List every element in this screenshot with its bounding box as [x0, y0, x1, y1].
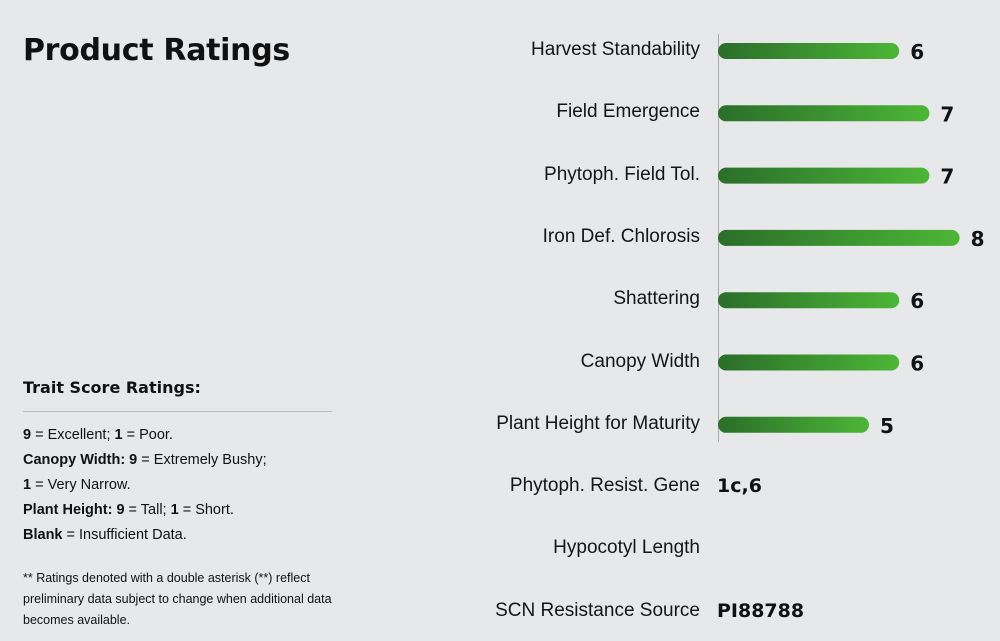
rating-bar	[718, 229, 960, 246]
legend-note: ** Ratings denoted with a double asteris…	[23, 571, 332, 627]
rating-value-label: 7	[940, 102, 954, 126]
legend-term: 1	[114, 427, 123, 443]
legend-text: = Poor.	[122, 427, 173, 443]
rating-bar	[718, 416, 869, 433]
rating-bar	[718, 43, 900, 59]
rating-value-label: 6	[910, 40, 924, 64]
rating-value-label: 7	[940, 165, 954, 189]
legend-text: = Tall;	[124, 502, 171, 518]
legend-term: 1	[170, 502, 179, 518]
legend-text: = Insufficient Data.	[62, 527, 187, 543]
legend-line: Plant Height: 9 = Tall; 1 = Short.	[23, 502, 234, 518]
rating-value-label: 8	[971, 227, 985, 251]
legend-line: Canopy Width: 9 = Extremely Bushy;	[23, 452, 267, 468]
trait-label: Shattering	[613, 288, 700, 310]
legend-term: Plant Height: 9	[23, 502, 125, 518]
trait-label: Plant Height for Maturity	[496, 412, 700, 434]
trait-label: Phytoph. Resist. Gene	[509, 475, 700, 497]
rating-value-label: 6	[910, 352, 924, 376]
legend-divider	[23, 411, 332, 412]
legend-term: Blank	[23, 527, 63, 543]
legend-term: Canopy Width: 9	[23, 452, 138, 468]
rating-bar	[718, 105, 930, 122]
rating-bar	[718, 354, 900, 371]
trait-label: Harvest Standability	[531, 39, 700, 60]
legend-text: = Extremely Bushy;	[137, 452, 267, 468]
trait-label: SCN Resistance Source	[495, 599, 700, 621]
trait-label: Canopy Width	[580, 350, 700, 372]
trait-label: Iron Def. Chlorosis	[542, 225, 700, 247]
trait-label: Phytoph. Field Tol.	[544, 163, 700, 185]
legend-line: 1 = Very Narrow.	[23, 477, 131, 493]
trait-label: Hypocotyl Length	[553, 537, 700, 559]
trait-label: Field Emergence	[556, 101, 700, 123]
legend-line: 9 = Excellent; 1 = Poor.	[23, 427, 173, 443]
trait-text-value: 1c,6	[717, 475, 762, 498]
page-title: Product Ratings	[23, 33, 290, 68]
legend-term: 9	[23, 427, 32, 443]
legend-term: 1	[23, 477, 32, 493]
trait-text-value: PI88788	[717, 599, 805, 622]
legend-text: = Excellent;	[31, 427, 115, 443]
legend-line: Blank = Insufficient Data.	[23, 527, 187, 543]
legend-text: = Short.	[178, 502, 234, 518]
rating-value-label: 5	[880, 414, 894, 438]
legend-heading: Trait Score Ratings:	[23, 378, 201, 397]
rating-bar	[718, 167, 930, 184]
legend-text: = Very Narrow.	[31, 477, 131, 493]
rating-value-label: 6	[910, 289, 924, 313]
rating-bar	[718, 292, 900, 309]
